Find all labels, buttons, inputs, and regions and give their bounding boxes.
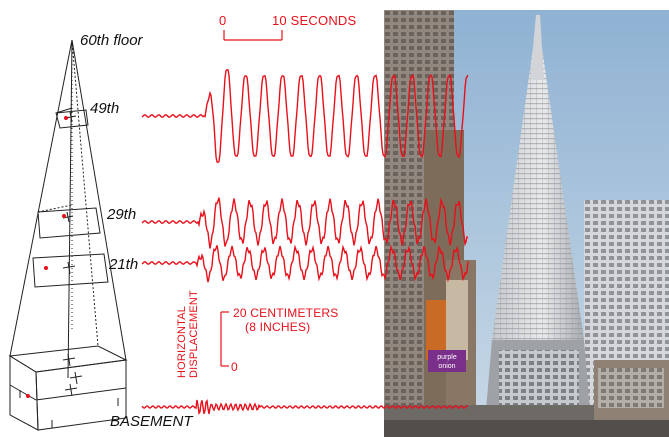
displacement-axis-label: HORIZONTAL DISPLACEMENT [176,290,200,378]
trace-floor-29 [141,197,469,249]
sign-text-line2: onion [438,363,455,370]
label-49th: 49th [90,100,120,117]
displacement-axis-label-line1: HORIZONTAL [176,305,188,378]
label-21th: 21th [109,256,139,273]
time-scale-bar [223,30,283,41]
red-sensor-dots [26,116,68,398]
time-scale-end: 10 SECONDS [272,13,357,28]
displacement-bottom-value: 0 [231,360,238,374]
time-scale-start: 0 [219,13,227,28]
label-29th: 29th [107,206,137,223]
trace-floor-21 [141,244,469,283]
displacement-axis-label-line2: DISPLACEMENT [188,290,200,378]
sign-text-line1: purple [437,354,457,361]
traces [141,68,469,416]
label-60th-floor: 60th floor [80,32,143,49]
trace-floor-49 [141,68,469,164]
displacement-top-value-alt: (8 INCHES) [245,320,311,334]
building-photo: purple onion [384,10,669,437]
trace-basement [141,398,469,416]
pyramid-outline [8,39,128,431]
displacement-top-value: 20 CENTIMETERS [233,306,339,320]
label-basement: BASEMENT [110,413,193,430]
displacement-scale-bar [220,311,229,367]
sensor-markers [19,111,119,428]
